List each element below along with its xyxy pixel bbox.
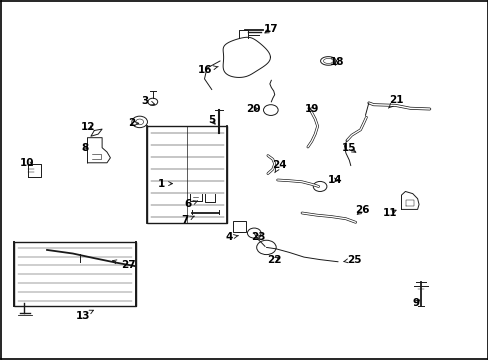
Text: 23: 23 xyxy=(250,232,265,242)
Text: 12: 12 xyxy=(81,122,96,132)
Text: 3: 3 xyxy=(141,96,155,106)
Text: 2: 2 xyxy=(127,118,139,128)
Text: 15: 15 xyxy=(342,143,356,153)
Text: 17: 17 xyxy=(264,24,278,35)
Text: 11: 11 xyxy=(382,208,396,218)
Text: 20: 20 xyxy=(245,104,260,114)
Text: 14: 14 xyxy=(327,175,341,185)
Text: 22: 22 xyxy=(267,255,282,265)
Bar xyxy=(14,242,136,306)
Text: 6: 6 xyxy=(184,199,197,210)
Text: 18: 18 xyxy=(329,57,344,67)
Text: 8: 8 xyxy=(81,143,88,153)
Text: 24: 24 xyxy=(272,160,286,173)
Text: 25: 25 xyxy=(343,255,361,265)
Text: 4: 4 xyxy=(225,232,238,242)
Text: 1: 1 xyxy=(158,179,172,189)
Text: 26: 26 xyxy=(354,206,369,216)
Text: 10: 10 xyxy=(20,158,35,168)
Text: 19: 19 xyxy=(304,104,318,114)
Text: 27: 27 xyxy=(112,260,136,270)
Text: 16: 16 xyxy=(198,64,218,75)
Text: 13: 13 xyxy=(75,310,93,320)
Text: 7: 7 xyxy=(181,215,194,225)
Bar xyxy=(232,221,246,232)
Text: 5: 5 xyxy=(207,115,215,125)
Text: 9: 9 xyxy=(412,298,419,308)
Text: 21: 21 xyxy=(387,95,403,108)
